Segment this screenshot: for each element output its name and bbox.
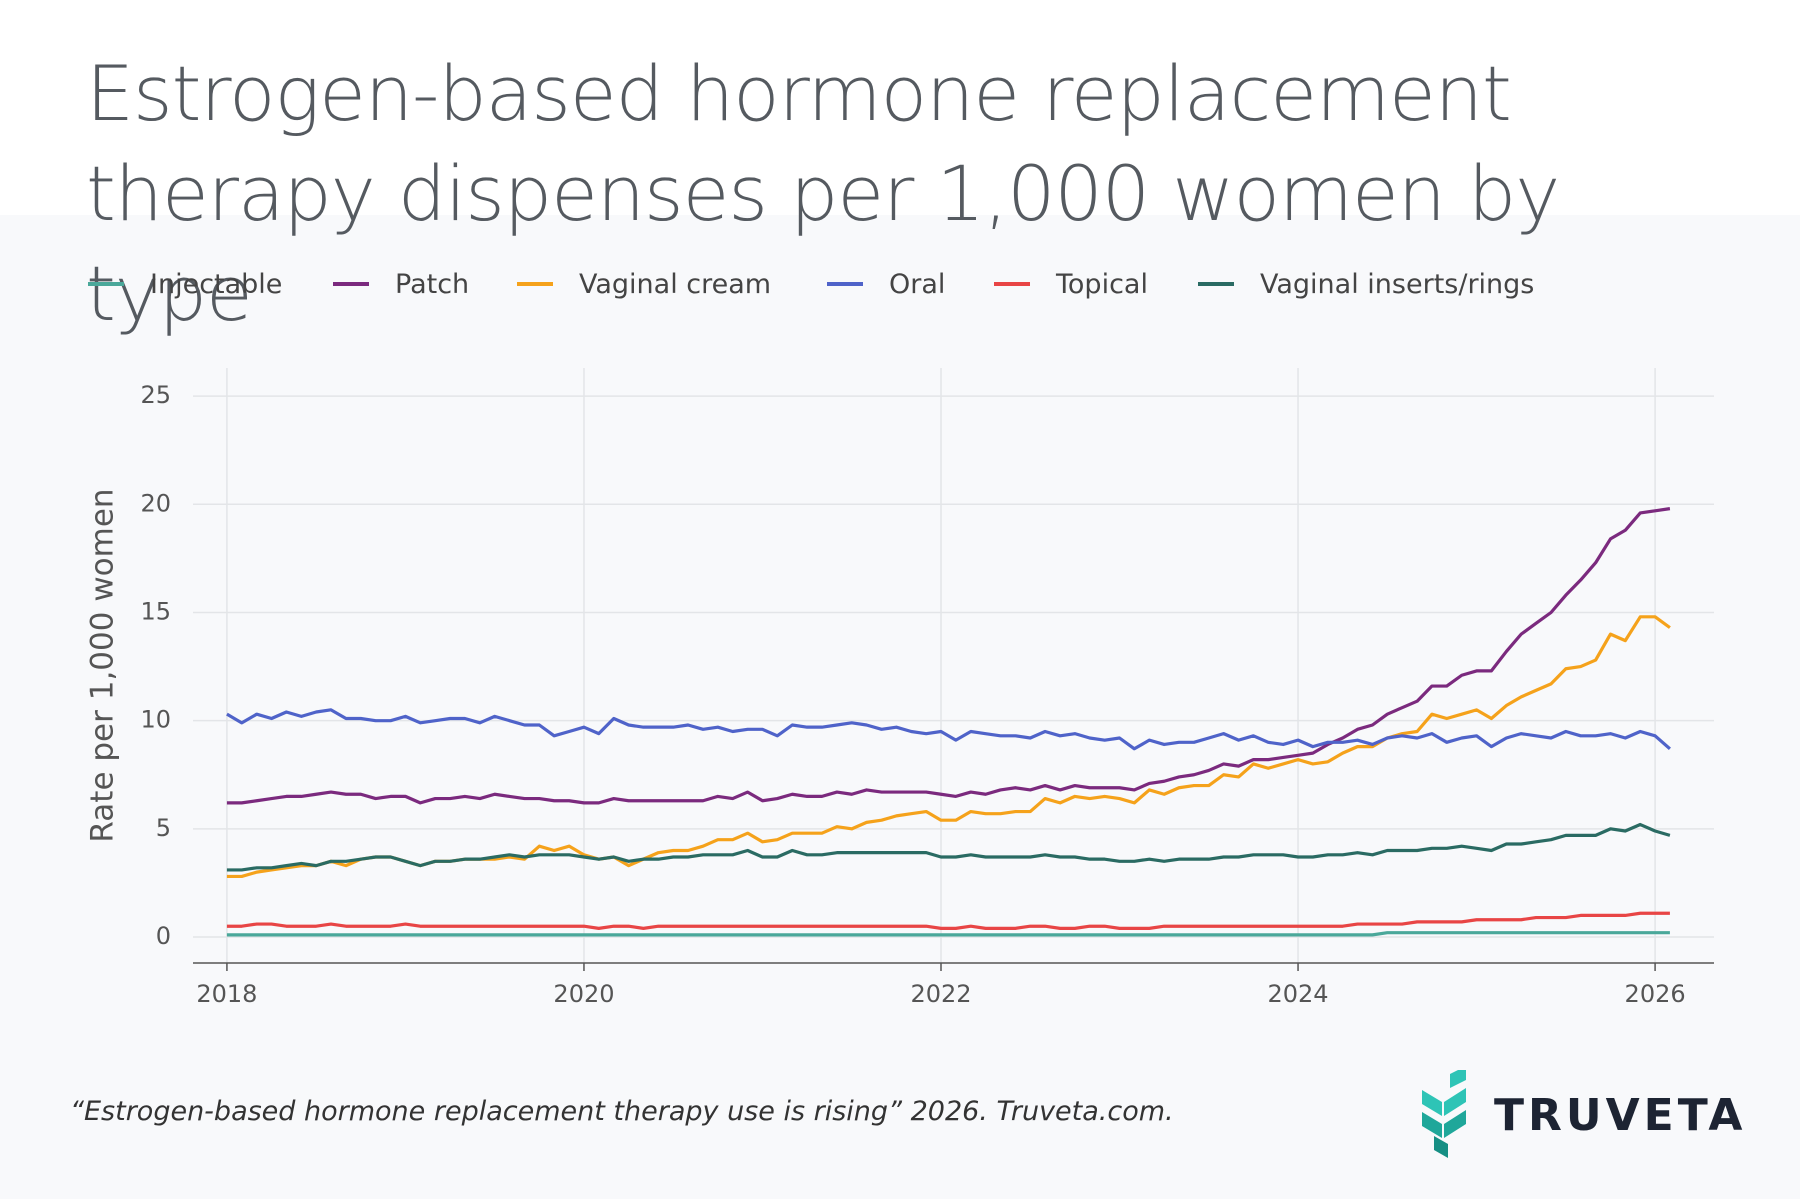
legend-item: Topical — [994, 264, 1148, 304]
legend-item: Patch — [333, 264, 469, 304]
y-tick-label: 10 — [140, 706, 171, 734]
legend-label: Oral — [889, 268, 946, 300]
x-tick-label: 2026 — [1625, 980, 1686, 1008]
logo-shape — [1444, 1088, 1466, 1116]
logo-shape — [1444, 1110, 1466, 1138]
data-line — [226, 507, 1671, 805]
x-tick-label: 2024 — [1268, 980, 1329, 1008]
y-tick-label: 0 — [156, 922, 171, 950]
logo-shape — [1422, 1090, 1442, 1116]
chart-title: Estrogen-based hormone replacement thera… — [86, 49, 1560, 338]
legend-label: Vaginal inserts/rings — [1260, 268, 1535, 300]
legend-label: Injectable — [150, 268, 283, 300]
x-tick-label: 2022 — [910, 980, 971, 1008]
legend-swatch — [1198, 282, 1234, 286]
header — [0, 0, 1800, 215]
legend: Injectable Patch Vaginal cream Oral Topical V… — [88, 264, 1788, 304]
legend-swatch — [827, 282, 863, 286]
y-tick-label: 5 — [156, 814, 171, 842]
logo-shape — [1450, 1070, 1466, 1088]
legend-swatch — [333, 282, 369, 286]
legend-item: Vaginal cream — [517, 264, 771, 304]
data-line — [226, 911, 1670, 930]
legend-swatch — [994, 282, 1030, 286]
logo-mark — [1422, 1070, 1466, 1158]
legend-label: Vaginal cream — [579, 268, 772, 300]
data-line — [226, 931, 1670, 937]
legend-item: Oral — [827, 264, 945, 304]
y-tick-label: 20 — [140, 489, 171, 517]
legend-label: Patch — [395, 268, 470, 300]
legend-label: Topical — [1056, 268, 1148, 300]
legend-item: Vaginal inserts/rings — [1198, 264, 1534, 304]
x-tick-label: 2020 — [553, 980, 614, 1008]
logo-shape — [1422, 1112, 1442, 1138]
x-tick-label: 2018 — [196, 980, 257, 1008]
legend-swatch — [517, 282, 553, 286]
y-tick-label: 15 — [140, 597, 171, 625]
data-line — [226, 615, 1671, 879]
logo-text: TRUVETA — [1494, 1090, 1747, 1141]
y-axis-label: Rate per 1,000 women — [85, 488, 121, 842]
data-line — [226, 708, 1671, 751]
data-line — [226, 822, 1671, 872]
legend-item: Injectable — [88, 264, 282, 304]
y-tick-label: 25 — [140, 381, 171, 409]
source-note: “Estrogen-based hormone replacement ther… — [70, 1096, 1174, 1127]
logo-shape — [1434, 1136, 1448, 1158]
legend-swatch — [88, 282, 124, 286]
